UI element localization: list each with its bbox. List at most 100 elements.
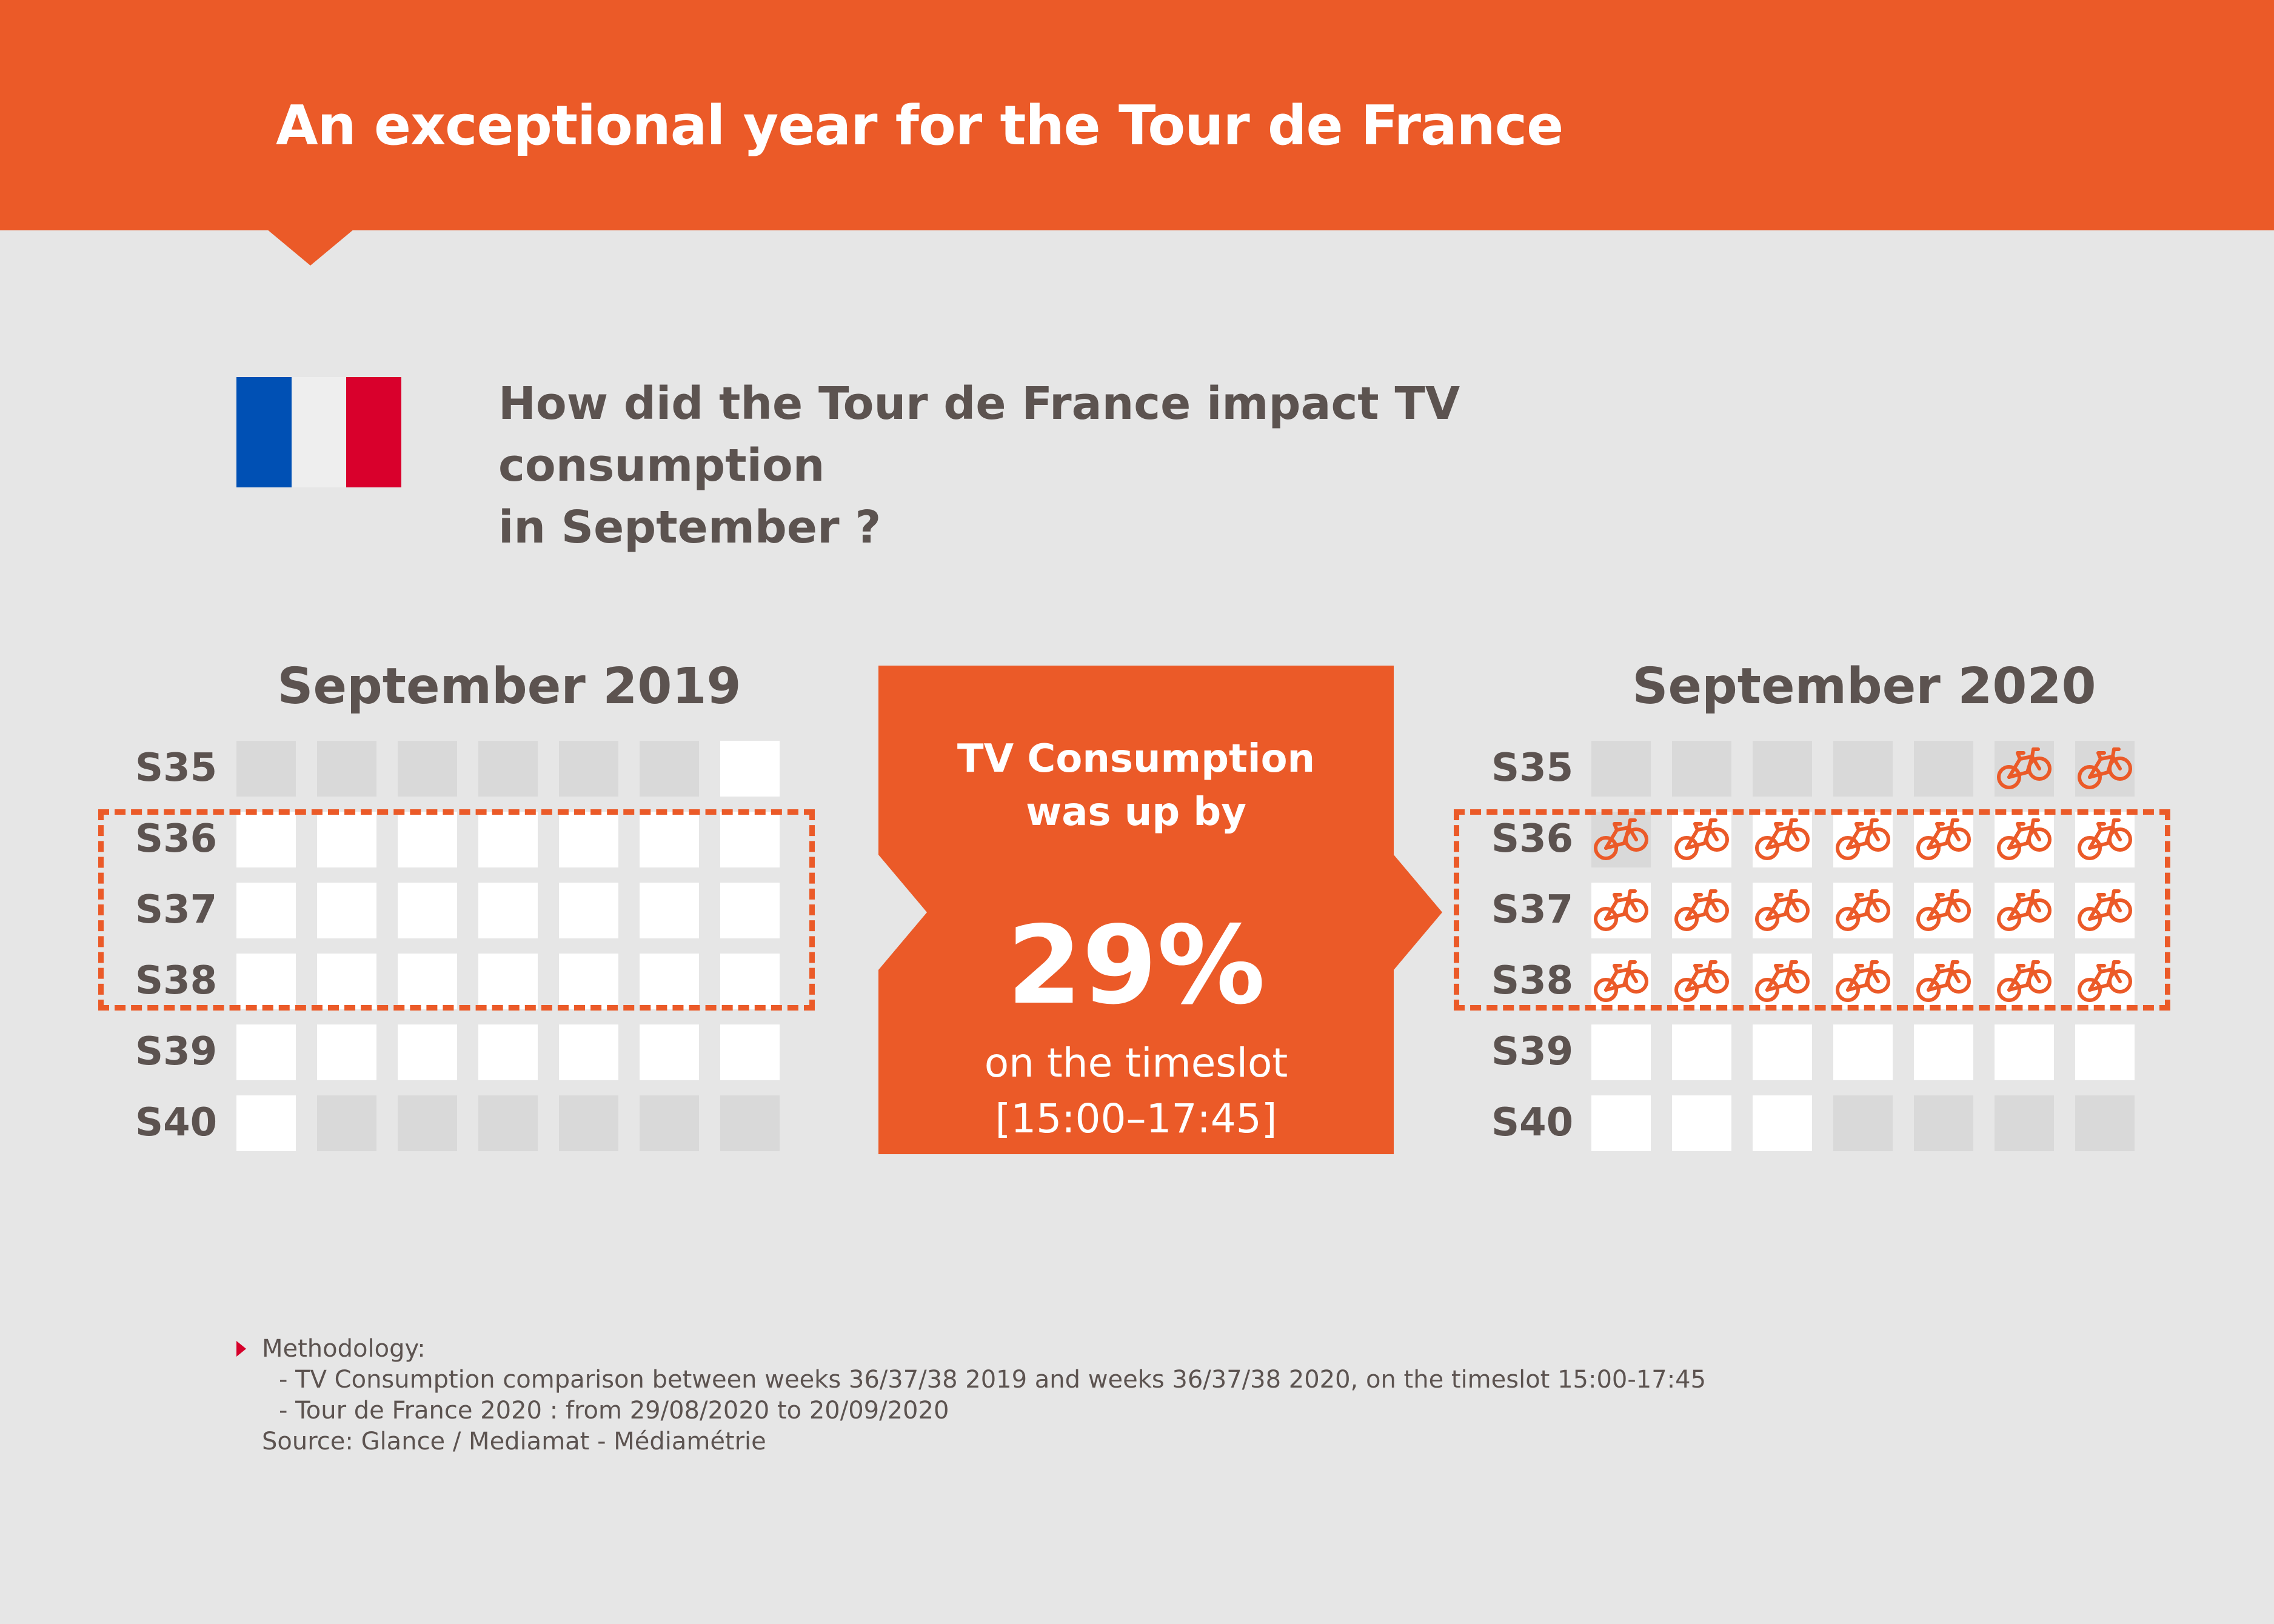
bicycle-icon [1916,960,1971,1002]
day-cell [398,1024,457,1080]
day-cell [1833,1095,1893,1151]
day-cell [1914,954,1973,1009]
day-cell [398,883,457,938]
week-label-s38: S38 [135,958,218,1003]
day-cell [559,1095,618,1151]
summary-line-4: [15:00–17:45] [995,1095,1277,1142]
summary-line-2: was up by [1026,790,1246,835]
bicycle-icon [2078,747,2132,789]
day-cell [1591,1095,1651,1151]
day-cell [1591,741,1651,797]
day-cell [559,883,618,938]
day-cell [720,1095,780,1151]
day-cell [398,741,457,797]
day-cell [1833,883,1893,938]
flag-stripe-blue [236,377,292,487]
methodology-heading: Methodology: [262,1335,426,1363]
bicycle-icon [1997,747,2052,789]
bicycle-icon [1594,818,1648,860]
day-cell [1672,883,1731,938]
bicycle-icon [1836,960,1890,1002]
week-label-s35: S35 [1491,746,1574,790]
day-cell [478,812,538,867]
day-cell [398,1095,457,1151]
day-cell [1591,954,1651,1009]
bicycle-icon [1916,818,1971,860]
bicycle-icon [1755,960,1810,1002]
day-cell [1995,883,2054,938]
day-cell [720,954,780,1009]
day-cell [317,1024,376,1080]
day-cell [1753,812,1812,867]
day-cell [1672,954,1731,1009]
question-heading: How did the Tour de France impact TV con… [498,373,1771,558]
day-cell [1753,954,1812,1009]
bicycle-icon [1594,889,1648,931]
day-cell [2075,1095,2135,1151]
day-cell [1914,812,1973,867]
week-label-s39: S39 [135,1029,218,1074]
day-cell [1995,741,2054,797]
day-cell [317,812,376,867]
day-cell [1833,1024,1893,1080]
day-cell [1591,812,1651,867]
week-label-s38: S38 [1491,958,1574,1003]
flag-stripe-white [291,377,347,487]
week-label-s39: S39 [1491,1029,1574,1074]
day-cell [1672,1024,1731,1080]
bicycle-icon [1836,818,1890,860]
day-cell [236,1095,296,1151]
week-label-s40: S40 [1491,1100,1574,1145]
question-line-1: How did the Tour de France impact TV con… [498,378,1460,492]
page-title: An exceptional year for the Tour de Fran… [276,94,1563,158]
flag-stripe-red [346,377,402,487]
week-label-s35: S35 [135,746,218,790]
day-cell [640,741,699,797]
bicycle-icon [2078,960,2132,1002]
day-cell [398,812,457,867]
day-cell [236,812,296,867]
day-cell [640,1095,699,1151]
day-cell [317,954,376,1009]
week-label-s37: S37 [135,887,218,932]
day-cell [1672,1095,1731,1151]
day-cell [1672,741,1731,797]
day-cell [720,1024,780,1080]
bicycle-icon [2078,818,2132,860]
day-cell [559,1024,618,1080]
day-cell [1753,1095,1812,1151]
day-cell [2075,1024,2135,1080]
bicycle-icon [1674,960,1729,1002]
day-cell [1914,883,1973,938]
day-cell [559,954,618,1009]
day-cell [1833,741,1893,797]
summary-line-3: on the timeslot [984,1040,1288,1086]
day-cell [1914,1095,1973,1151]
methodology-notes: Methodology: - TV Consumption comparison… [262,1334,1706,1457]
day-cell [640,954,699,1009]
day-cell [2075,812,2135,867]
highlight-box-2019 [98,809,815,1011]
day-cell [1833,954,1893,1009]
bicycle-icon [1755,818,1810,860]
week-label-s36: S36 [1491,817,1574,861]
bicycle-icon [1674,889,1729,931]
header-banner [0,0,2274,230]
day-cell [1914,741,1973,797]
methodology-line-1: - TV Consumption comparison between week… [279,1366,1707,1394]
day-cell [478,883,538,938]
summary-timeslot: on the timeslot [15:00–17:45] [878,1035,1394,1147]
day-cell [1591,883,1651,938]
summary-box: TV Consumption was up by 29% on the time… [878,666,1394,1154]
summary-value: 29% [1006,903,1266,1028]
bicycle-icon [1916,889,1971,931]
day-cell [2075,883,2135,938]
week-label-s37: S37 [1491,887,1574,932]
calendar-2020-title: September 2020 [1632,658,2096,715]
methodology-source: Source: Glance / Mediamat - Médiamétrie [262,1428,766,1455]
day-cell [478,1024,538,1080]
day-cell [478,741,538,797]
day-cell [1833,812,1893,867]
bicycle-icon [1997,818,2052,860]
day-cell [478,1095,538,1151]
